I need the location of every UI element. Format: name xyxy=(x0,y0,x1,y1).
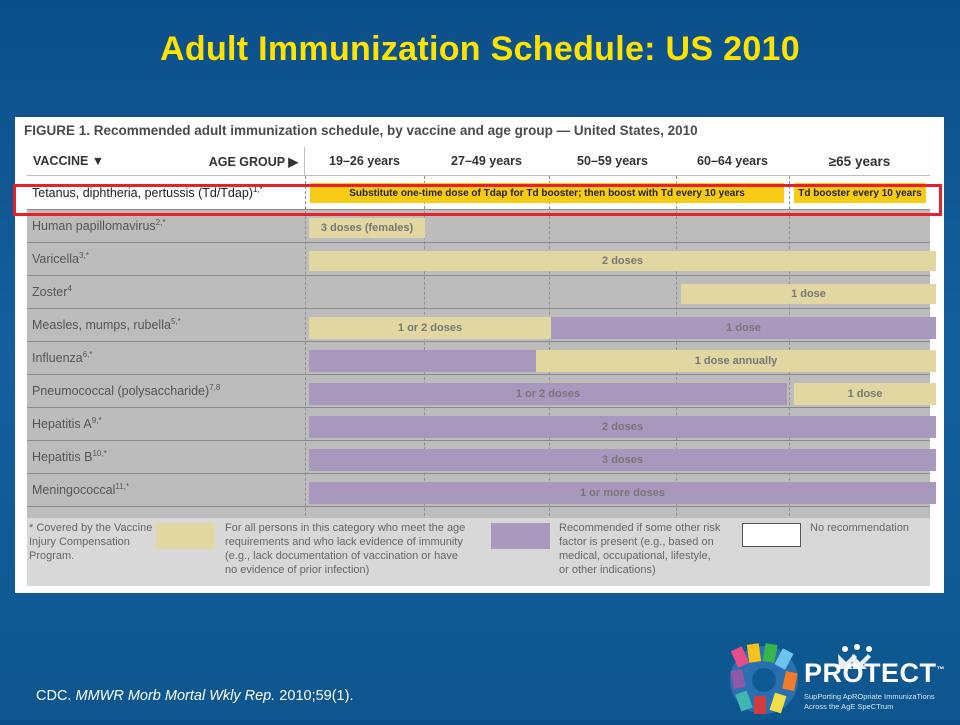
row-divider xyxy=(27,473,930,474)
bar-influenza-purple xyxy=(309,350,536,372)
row-divider xyxy=(27,440,930,441)
column-divider xyxy=(305,176,306,536)
bar-hpv: 3 doses (females) xyxy=(309,218,425,238)
vaccine-label-mmr: Measles, mumps, rubella5,* xyxy=(32,317,181,333)
vaccine-label-pneumococcal: Pneumococcal (polysaccharide)7,8 xyxy=(32,383,221,399)
citation: CDC. MMWR Morb Mortal Wkly Rep. 2010;59(… xyxy=(36,688,354,704)
legend-purple-swatch xyxy=(491,523,550,549)
logo-mark-icon xyxy=(730,643,872,714)
vaccine-label-zoster: Zoster4 xyxy=(32,284,72,300)
vaccine-label-hpv: Human papillomavirus2,* xyxy=(32,218,166,234)
legend-yellow-swatch xyxy=(156,523,215,549)
header-vaccine-agegroup: VACCINE ▼ AGE GROUP ▶ xyxy=(27,147,305,175)
vaccine-label-varicella: Varicella3,* xyxy=(32,251,89,267)
figure-caption: FIGURE 1. Recommended adult immunization… xyxy=(24,123,698,138)
header-age-50-59: 50–59 years xyxy=(549,147,677,175)
row-divider xyxy=(27,506,930,507)
schedule-grid: VACCINE ▼ AGE GROUP ▶ 19–26 years 27–49 … xyxy=(27,147,936,536)
immunization-figure: FIGURE 1. Recommended adult immunization… xyxy=(15,117,944,593)
logo-tagline-line-1: SupPorting ApROpriate ImmunizaTions xyxy=(804,692,935,701)
legend-none-swatch xyxy=(742,523,801,547)
bar-pneumococcal-yellow: 1 dose xyxy=(794,383,936,405)
header-age-27-49: 27–49 years xyxy=(424,147,550,175)
bar-meningococcal: 1 or more doses xyxy=(309,482,936,504)
logo-tagline-line-2: Across the AgE SpeCTrum xyxy=(804,702,894,711)
bar-hepatitis-a: 2 doses xyxy=(309,416,936,438)
header-age-65-plus: ≥65 years xyxy=(789,147,930,175)
slide-title: Adult Immunization Schedule: US 2010 xyxy=(160,30,800,68)
bar-zoster: 1 dose xyxy=(681,284,936,304)
legend-purple-text: Recommended if some other risk factor is… xyxy=(559,522,721,576)
legend-covered: * Covered by the Vaccine Injury Compensa… xyxy=(29,522,153,562)
row-divider xyxy=(27,242,930,243)
bar-pneumococcal-purple: 1 or 2 doses xyxy=(309,383,787,405)
row-divider xyxy=(27,341,930,342)
logo-tagline: SupPorting ApROpriate ImmunizaTions Acro… xyxy=(804,692,935,712)
row-divider xyxy=(27,308,930,309)
row-divider xyxy=(27,407,930,408)
logo-tm: ™ xyxy=(936,665,946,674)
citation-journal: MMWR Morb Mortal Wkly Rep. xyxy=(75,688,276,704)
legend-yellow-text: For all persons in this category who mee… xyxy=(225,522,466,576)
vaccine-label-meningococcal: Meningococcal11,* xyxy=(32,482,130,498)
vaccine-label-hepatitis-a: Hepatitis A9,* xyxy=(32,416,102,432)
header-age-group: AGE GROUP ▶ xyxy=(208,154,298,169)
legend-none-text: No recommendation xyxy=(810,522,910,534)
header-vaccine: VACCINE ▼ xyxy=(33,154,105,168)
protect-logo: PROTECT™ SupPorting ApROpriate ImmunizaT… xyxy=(724,640,960,720)
bar-varicella: 2 doses xyxy=(309,251,936,271)
header-age-60-64: 60–64 years xyxy=(676,147,790,175)
row-divider xyxy=(27,275,930,276)
bar-tdap-substitute: Substitute one-time dose of Tdap for Td … xyxy=(310,183,784,203)
logo-name: PROTECT xyxy=(804,658,937,688)
bar-hepatitis-b: 3 doses xyxy=(309,449,936,471)
row-divider xyxy=(27,374,930,375)
bar-influenza-yellow: 1 dose annually xyxy=(536,350,936,372)
bar-td-booster: Td booster every 10 years xyxy=(794,183,926,203)
bar-mmr-yellow: 1 or 2 doses xyxy=(309,317,551,339)
vaccine-label-hepatitis-b: Hepatitis B10,* xyxy=(32,449,107,465)
vaccine-label-tdap: Tetanus, diphtheria, pertussis (Td/Tdap)… xyxy=(32,185,263,201)
header-age-19-26: 19–26 years xyxy=(305,147,425,175)
vaccine-label-influenza: Influenza6,* xyxy=(32,350,93,366)
highlight-frame-tdap-row xyxy=(13,184,942,216)
bar-mmr-purple: 1 dose xyxy=(551,317,936,339)
row-divider xyxy=(27,209,930,210)
